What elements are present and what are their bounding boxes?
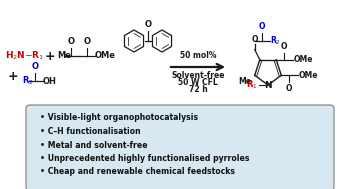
Text: OH: OH <box>43 77 57 85</box>
Text: 50 mol%: 50 mol% <box>180 51 216 60</box>
Text: 50 W CFL: 50 W CFL <box>178 78 218 87</box>
Text: O: O <box>251 35 258 44</box>
Text: N: N <box>264 81 272 91</box>
Text: R$_2$: R$_2$ <box>270 34 281 47</box>
Text: O: O <box>286 84 293 93</box>
Text: Solvent-free: Solvent-free <box>171 71 225 80</box>
Text: R$_2$: R$_2$ <box>22 75 34 87</box>
Text: +: + <box>45 50 55 63</box>
Text: 72 h: 72 h <box>189 85 207 94</box>
Text: +: + <box>8 70 18 84</box>
Text: • Unprecedented highly functionalised pyrroles: • Unprecedented highly functionalised py… <box>40 154 249 163</box>
Text: H$_2$N$-$R$_1$: H$_2$N$-$R$_1$ <box>5 50 44 62</box>
Text: O: O <box>281 42 287 51</box>
Text: Me: Me <box>239 77 252 86</box>
Text: • Cheap and renewable chemical feedstocks: • Cheap and renewable chemical feedstock… <box>40 167 235 177</box>
FancyBboxPatch shape <box>26 105 334 189</box>
Text: O: O <box>258 22 265 31</box>
Text: Me: Me <box>57 51 71 60</box>
Text: OMe: OMe <box>298 71 318 80</box>
Text: • Metal and solvent-free: • Metal and solvent-free <box>40 140 148 149</box>
Text: O: O <box>145 20 152 29</box>
Text: OMe: OMe <box>95 51 116 60</box>
Text: O: O <box>31 62 38 71</box>
Text: • Visible-light organophotocatalysis: • Visible-light organophotocatalysis <box>40 114 198 122</box>
Text: • C–H functionalisation: • C–H functionalisation <box>40 127 141 136</box>
Text: O: O <box>84 37 91 46</box>
Text: R$_1$: R$_1$ <box>246 79 258 91</box>
Text: O: O <box>67 37 74 46</box>
Text: OMe: OMe <box>293 55 313 64</box>
